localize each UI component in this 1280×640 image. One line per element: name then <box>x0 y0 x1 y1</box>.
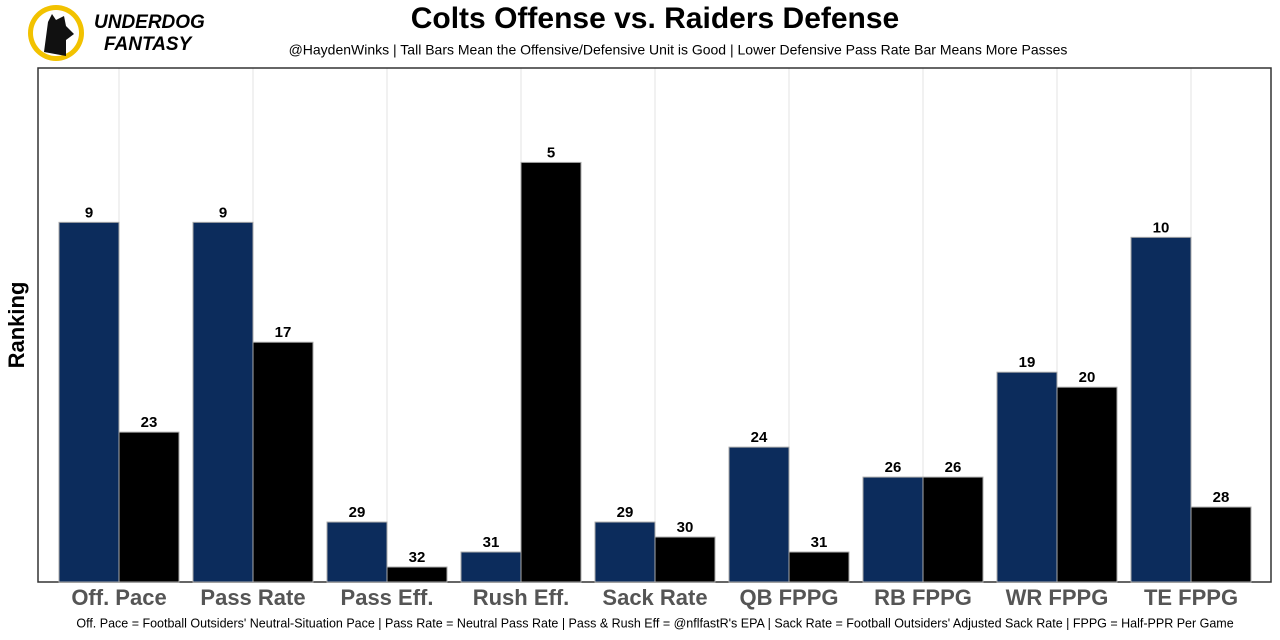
bar <box>386 566 448 583</box>
value-label: 26 <box>885 459 902 476</box>
x-tick-label: WR FPPG <box>1006 585 1109 610</box>
x-tick-label: Pass Eff. <box>341 585 434 610</box>
value-label: 30 <box>677 519 694 536</box>
y-axis-label: Ranking <box>4 282 29 369</box>
chart-title: Colts Offense vs. Raiders Defense <box>411 2 900 35</box>
logo-text: FANTASY <box>104 34 194 55</box>
value-label: 5 <box>547 144 555 161</box>
bar <box>326 521 388 583</box>
bar <box>654 536 716 583</box>
x-tick-label: QB FPPG <box>739 585 838 610</box>
x-tick-label: Rush Eff. <box>473 585 570 610</box>
value-label: 29 <box>349 504 366 521</box>
logo-text: UNDERDOG <box>94 12 205 33</box>
bar <box>594 521 656 583</box>
bar <box>1190 506 1252 583</box>
value-label: 24 <box>751 429 768 446</box>
logo: UNDERDOG FANTASY <box>28 5 205 61</box>
bar <box>252 341 314 583</box>
value-label: 17 <box>275 324 292 341</box>
bar <box>192 221 254 583</box>
value-label: 32 <box>409 549 426 566</box>
value-label: 9 <box>219 204 227 221</box>
bar <box>1056 386 1118 583</box>
bar <box>1130 236 1192 583</box>
value-label: 31 <box>483 534 500 551</box>
value-label: 29 <box>617 504 634 521</box>
bar <box>996 371 1058 583</box>
bar <box>728 446 790 583</box>
value-label: 19 <box>1019 354 1036 371</box>
bar <box>460 551 522 583</box>
bar <box>788 551 850 583</box>
chart-subtitle: @HaydenWinks | Tall Bars Mean the Offens… <box>289 42 1068 58</box>
x-tick-label: TE FPPG <box>1144 585 1238 610</box>
value-label: 23 <box>141 414 158 431</box>
x-tick-label: Pass Rate <box>200 585 305 610</box>
value-label: 9 <box>85 204 93 221</box>
bar <box>58 221 120 583</box>
caption: Off. Pace = Football Outsiders' Neutral-… <box>76 616 1233 630</box>
x-tick-label: Off. Pace <box>71 585 166 610</box>
value-label: 20 <box>1079 369 1096 386</box>
value-label: 31 <box>811 534 828 551</box>
value-label: 26 <box>945 459 962 476</box>
logo-dog <box>44 14 74 56</box>
bar <box>118 431 180 583</box>
value-label: 28 <box>1213 489 1230 506</box>
bar <box>520 161 582 583</box>
x-tick-label: Sack Rate <box>602 585 707 610</box>
bar <box>922 476 984 583</box>
bar <box>862 476 924 583</box>
value-label: 10 <box>1153 219 1170 236</box>
x-tick-label: RB FPPG <box>874 585 972 610</box>
